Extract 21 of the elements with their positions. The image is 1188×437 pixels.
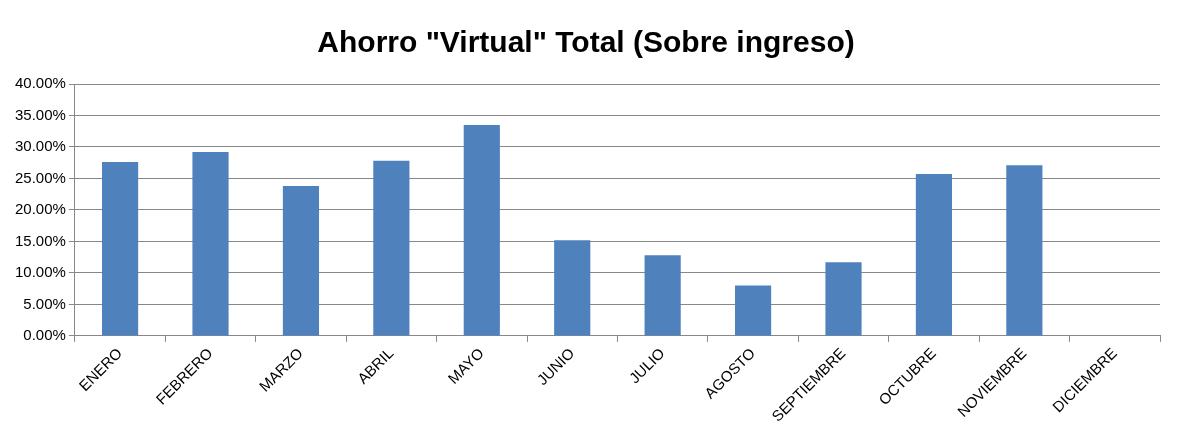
- y-tick-label: 40.00%: [15, 74, 66, 92]
- bar: [463, 124, 500, 336]
- bar: [1006, 165, 1043, 336]
- y-tick-label: 0.00%: [23, 326, 66, 344]
- bar: [192, 152, 229, 336]
- bar: [554, 240, 591, 336]
- y-tick-label: 5.00%: [23, 294, 66, 312]
- chart-title: Ahorro "Virtual" Total (Sobre ingreso): [317, 25, 855, 59]
- bar: [915, 174, 953, 336]
- y-tick-label: 25.00%: [15, 168, 66, 186]
- y-tick-label: 10.00%: [15, 263, 66, 281]
- bar: [102, 162, 139, 336]
- bar: [373, 160, 410, 336]
- bar: [734, 285, 772, 336]
- bar: [282, 186, 320, 336]
- y-tick-label: 15.00%: [15, 231, 66, 249]
- y-tick-label: 20.00%: [15, 200, 66, 218]
- y-tick-label: 30.00%: [15, 137, 66, 155]
- bar: [825, 262, 862, 336]
- bar: [644, 255, 681, 336]
- y-tick-label: 35.00%: [15, 105, 66, 123]
